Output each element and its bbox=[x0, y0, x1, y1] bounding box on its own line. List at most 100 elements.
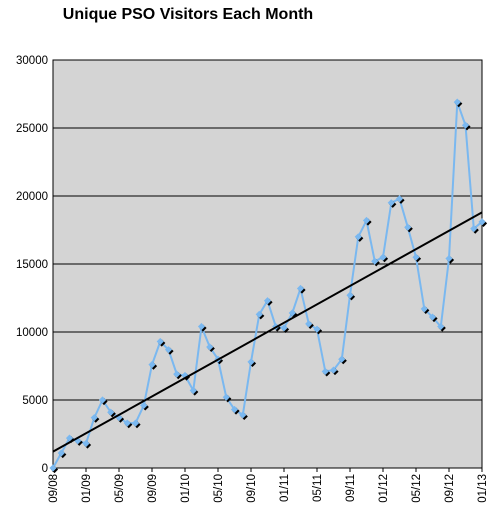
data-point bbox=[107, 408, 116, 418]
x-tick-label: 01/12 bbox=[378, 474, 390, 503]
data-point-marker bbox=[90, 414, 98, 422]
data-point bbox=[164, 346, 174, 355]
data-point-marker bbox=[230, 405, 239, 414]
data-point bbox=[412, 253, 422, 263]
data-point-marker bbox=[255, 310, 263, 318]
data-point-marker bbox=[148, 361, 156, 369]
data-point bbox=[379, 253, 389, 263]
y-tick-label: 0 bbox=[42, 463, 48, 475]
data-point bbox=[371, 257, 380, 267]
data-point-marker bbox=[470, 225, 478, 233]
data-point bbox=[395, 195, 405, 204]
data-point bbox=[296, 284, 306, 294]
data-point-marker bbox=[313, 325, 321, 333]
data-point-marker bbox=[222, 393, 230, 401]
data-point bbox=[470, 225, 479, 234]
data-point bbox=[189, 386, 199, 396]
data-point-marker bbox=[321, 367, 329, 376]
x-tick-label: 05/12 bbox=[411, 474, 423, 503]
y-tick-label: 10000 bbox=[16, 327, 48, 339]
data-point-marker bbox=[156, 337, 164, 346]
data-point-marker bbox=[82, 439, 90, 448]
data-point-marker bbox=[164, 346, 173, 354]
data-point bbox=[445, 254, 455, 264]
data-point-marker bbox=[197, 322, 206, 331]
data-point bbox=[156, 337, 166, 347]
data-point-marker bbox=[173, 370, 181, 378]
data-point bbox=[437, 322, 446, 332]
data-point-marker bbox=[404, 223, 412, 231]
plot-frame bbox=[52, 59, 483, 469]
data-point bbox=[313, 325, 323, 335]
data-point-marker bbox=[371, 257, 379, 265]
data-point-marker bbox=[288, 309, 296, 317]
data-point bbox=[387, 199, 397, 208]
y-tick-label: 25000 bbox=[16, 123, 48, 135]
x-tick-label: 01/10 bbox=[180, 474, 192, 503]
data-point bbox=[362, 216, 372, 226]
x-tick-label: 09/12 bbox=[444, 474, 456, 503]
data-point bbox=[329, 366, 339, 376]
x-tick-label: 01/11 bbox=[279, 474, 291, 502]
y-tick-label: 20000 bbox=[16, 191, 48, 203]
data-point bbox=[82, 439, 92, 449]
data-point-marker bbox=[263, 297, 272, 305]
data-point bbox=[230, 405, 240, 415]
data-point-marker bbox=[478, 218, 486, 226]
data-point bbox=[346, 291, 356, 301]
data-point bbox=[428, 313, 438, 323]
data-point bbox=[305, 320, 314, 329]
x-tick-label: 09/10 bbox=[246, 474, 258, 503]
data-point-marker bbox=[140, 401, 148, 410]
data-point-marker bbox=[189, 386, 197, 395]
data-point bbox=[49, 464, 59, 474]
data-point-marker bbox=[428, 313, 437, 321]
data-point bbox=[206, 343, 215, 353]
data-point bbox=[65, 434, 75, 444]
data-point bbox=[222, 393, 232, 403]
data-point bbox=[74, 437, 83, 446]
data-point-marker bbox=[338, 355, 346, 363]
data-point-marker bbox=[98, 396, 107, 404]
x-tick-label: 09/08 bbox=[48, 474, 60, 503]
x-tick-label: 01/13 bbox=[477, 474, 488, 503]
data-point-marker bbox=[206, 343, 214, 351]
x-tick-label: 05/10 bbox=[213, 474, 225, 503]
data-point bbox=[173, 370, 182, 380]
x-tick-label: 09/09 bbox=[147, 474, 159, 503]
data-point-marker bbox=[445, 254, 453, 263]
data-point bbox=[98, 396, 108, 406]
data-point bbox=[263, 297, 273, 306]
data-point-marker bbox=[362, 216, 371, 225]
data-point-marker bbox=[461, 121, 470, 129]
data-point-marker bbox=[181, 371, 189, 380]
data-point bbox=[140, 401, 149, 411]
data-point-marker bbox=[131, 419, 140, 427]
trend-line bbox=[52, 211, 483, 453]
data-point-marker bbox=[107, 408, 115, 416]
data-point-marker bbox=[280, 324, 288, 332]
data-point-marker bbox=[453, 98, 461, 106]
data-point-marker bbox=[354, 233, 362, 241]
data-point bbox=[247, 358, 257, 368]
data-point-marker bbox=[420, 305, 428, 313]
data-point bbox=[57, 449, 67, 459]
data-point bbox=[239, 411, 248, 421]
data-point bbox=[148, 361, 158, 370]
data-point-marker bbox=[247, 358, 255, 366]
data-point-marker bbox=[49, 464, 57, 472]
data-point-marker bbox=[395, 195, 404, 203]
data-point-marker bbox=[379, 253, 387, 261]
data-point bbox=[123, 419, 133, 429]
data-point bbox=[354, 233, 364, 242]
x-tick-label: 05/11 bbox=[312, 474, 324, 502]
y-tick-label: 15000 bbox=[16, 259, 48, 271]
data-point-marker bbox=[65, 434, 74, 442]
data-point-marker bbox=[239, 411, 247, 419]
data-point-marker bbox=[305, 320, 313, 328]
x-tick-label: 09/11 bbox=[345, 474, 357, 502]
data-point-marker bbox=[74, 437, 82, 445]
data-point-marker bbox=[123, 419, 131, 427]
data-point bbox=[461, 121, 471, 131]
